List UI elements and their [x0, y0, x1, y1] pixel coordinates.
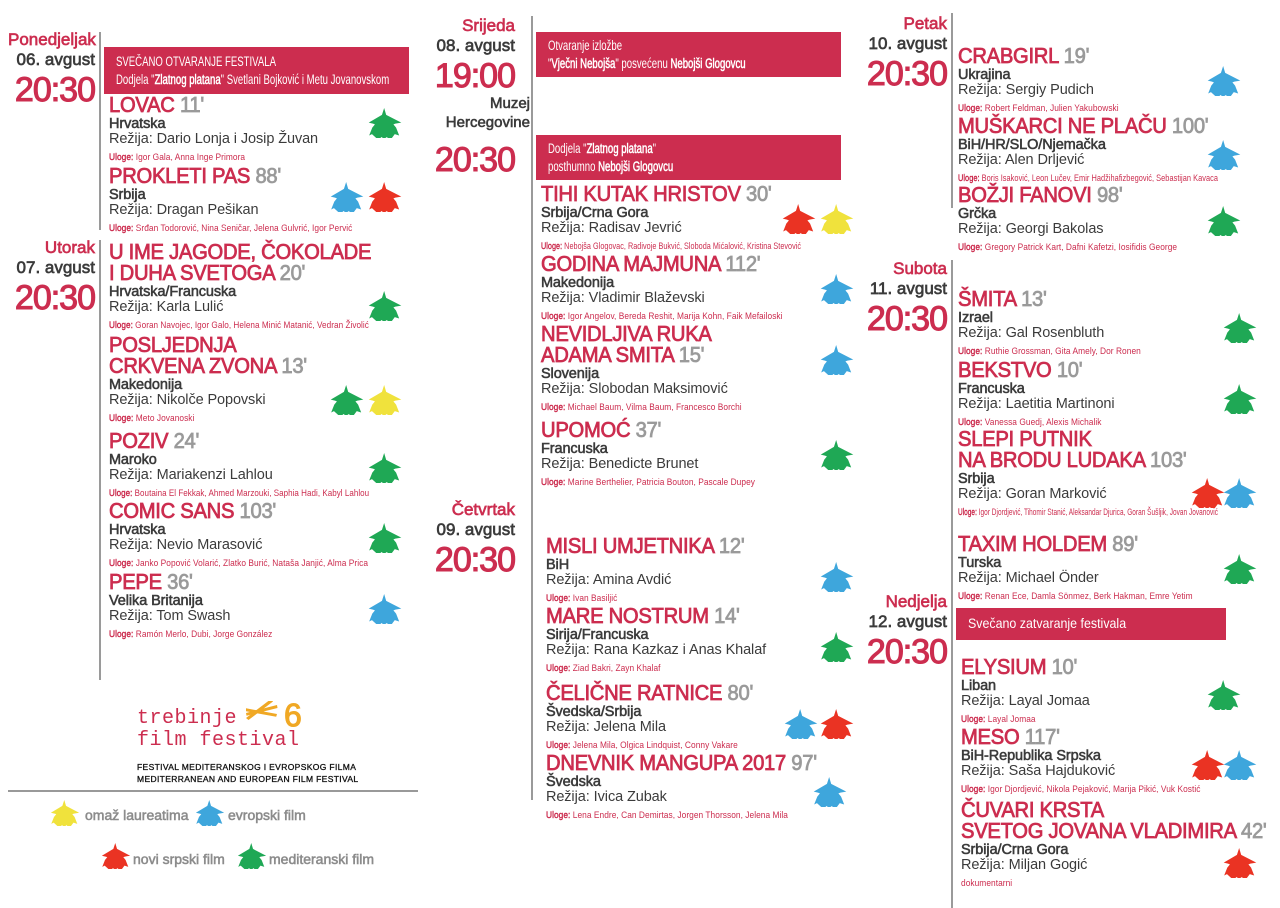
svg-text:trebinje: trebinje: [137, 707, 237, 730]
svg-text:film festival: film festival: [137, 729, 300, 752]
svg-text:6: 6: [284, 701, 302, 733]
